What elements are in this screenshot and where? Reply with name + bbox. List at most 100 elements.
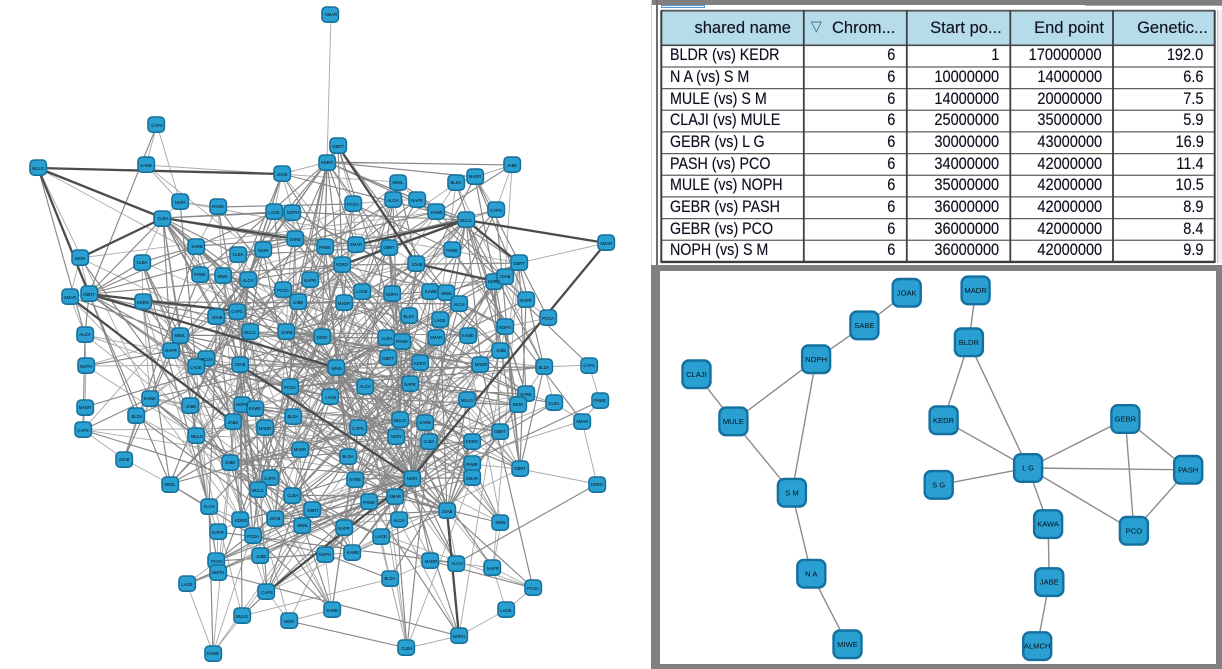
svg-text:PAWE: PAWE [594, 398, 606, 403]
svg-text:JOAB: JOAB [442, 509, 453, 514]
svg-text:KAWE: KAWE [431, 210, 443, 215]
svg-text:LAGE: LAGE [268, 210, 279, 215]
svg-text:PCOA: PCOA [527, 586, 539, 591]
svg-text:SARB: SARB [281, 330, 293, 335]
svg-text:JABE: JABE [293, 300, 304, 305]
svg-text:PASH: PASH [1178, 465, 1198, 474]
svg-text:NOPH: NOPH [453, 634, 465, 639]
svg-text:ALCH: ALCH [79, 332, 90, 337]
svg-text:MULE: MULE [723, 417, 744, 426]
svg-text:NOPH: NOPH [80, 364, 92, 369]
svg-text:SABE: SABE [854, 321, 874, 330]
svg-text:GBRT: GBRT [307, 508, 319, 513]
svg-text:CAPS: CAPS [352, 426, 364, 431]
svg-text:CAPS: CAPS [264, 476, 276, 481]
svg-text:MADR: MADR [964, 286, 987, 295]
svg-text:CLBA: CLBA [288, 493, 299, 498]
svg-text:BLDA: BLDA [451, 180, 462, 185]
svg-text:MADR: MADR [294, 447, 306, 452]
svg-text:CLBA: CLBA [424, 439, 435, 444]
svg-text:JOAB: JOAB [412, 262, 423, 267]
svg-text:CLBA: CLBA [137, 260, 148, 265]
svg-text:SMAR: SMAR [350, 242, 362, 247]
svg-text:MIWL: MIWL [332, 366, 344, 371]
svg-text:KAWA: KAWA [1037, 520, 1060, 529]
svg-text:KAWE: KAWE [347, 550, 359, 555]
svg-text:SARB: SARB [520, 392, 532, 397]
svg-text:CAPS: CAPS [490, 208, 502, 213]
svg-text:KEDR: KEDR [933, 416, 955, 425]
svg-text:SMAR: SMAR [600, 241, 612, 246]
svg-text:PCOA: PCOA [201, 357, 213, 362]
svg-text:SMAR: SMAR [576, 419, 588, 424]
svg-text:JOAB: JOAB [270, 516, 281, 521]
svg-text:S G: S G [932, 481, 945, 490]
svg-text:MULG: MULG [461, 398, 473, 403]
svg-text:MULG: MULG [32, 166, 44, 171]
svg-text:SMAR: SMAR [430, 335, 442, 340]
svg-text:MIWL: MIWL [298, 523, 310, 528]
svg-text:MULG: MULG [252, 488, 264, 493]
svg-text:NAPR: NAPR [411, 198, 423, 203]
svg-text:PCOA: PCOA [247, 534, 259, 539]
svg-text:JABE: JABE [186, 404, 197, 409]
svg-text:PAWE: PAWE [396, 339, 408, 344]
svg-text:LAGE: LAGE [500, 608, 511, 613]
svg-text:BLDR: BLDR [959, 338, 980, 347]
svg-text:CLBA: CLBA [549, 401, 560, 406]
svg-text:GBRT: GBRT [382, 356, 394, 361]
svg-text:NIOR: NIOR [407, 476, 417, 481]
svg-text:NOPH: NOPH [805, 355, 827, 364]
svg-text:KDRO: KDRO [235, 518, 248, 523]
svg-text:CAPS: CAPS [583, 363, 595, 368]
svg-text:CAPS: CAPS [151, 123, 163, 128]
svg-text:NAPR: NAPR [304, 278, 316, 283]
svg-text:SMAR: SMAR [64, 295, 76, 300]
svg-text:NOPH: NOPH [212, 570, 224, 575]
svg-text:JABE: JABE [507, 163, 518, 168]
svg-text:NOPH: NOPH [386, 292, 398, 297]
svg-text:SMAR: SMAR [389, 494, 401, 499]
svg-text:NIOR: NIOR [284, 619, 294, 624]
svg-text:GEBR: GEBR [1115, 415, 1137, 424]
svg-text:PCOA: PCOA [542, 316, 554, 321]
svg-text:NAPR: NAPR [165, 348, 177, 353]
svg-text:MIWE: MIWE [837, 640, 858, 649]
svg-text:GBRT: GBRT [332, 144, 344, 149]
svg-text:PCO: PCO [1126, 526, 1143, 535]
svg-text:MADR: MADR [338, 301, 350, 306]
svg-text:SARB: SARB [191, 244, 203, 249]
svg-text:BLDA: BLDA [343, 454, 354, 459]
svg-text:MULG: MULG [191, 434, 203, 439]
svg-text:ALCH: ALCH [359, 384, 370, 389]
svg-text:JABE: JABE [496, 348, 507, 353]
svg-text:KDRO: KDRO [321, 160, 334, 165]
svg-text:ALCH: ALCH [242, 278, 253, 283]
svg-text:GBRT: GBRT [514, 466, 526, 471]
svg-text:JABE: JABE [228, 420, 239, 425]
svg-text:JABE: JABE [256, 554, 267, 559]
svg-text:NOPH: NOPH [236, 402, 248, 407]
svg-text:ALCH: ALCH [203, 504, 214, 509]
svg-text:LAGE: LAGE [181, 582, 192, 587]
svg-text:PAWE: PAWE [446, 248, 458, 253]
svg-text:NOPH: NOPH [319, 552, 331, 557]
svg-text:LAGE: LAGE [356, 289, 367, 294]
svg-text:ALCH: ALCH [393, 518, 404, 523]
svg-text:JABE: JABE [225, 460, 236, 465]
svg-text:JABE: JABE [1040, 578, 1059, 587]
svg-text:SARB: SARB [140, 163, 152, 168]
svg-text:NAPR: NAPR [212, 530, 224, 535]
svg-text:JOAB: JOAB [500, 274, 511, 279]
svg-text:S M: S M [785, 488, 799, 497]
svg-text:SARB: SARB [326, 608, 338, 613]
svg-text:PAWE: PAWE [466, 462, 478, 467]
svg-text:NAPR: NAPR [404, 382, 416, 387]
svg-text:KAWE: KAWE [144, 396, 156, 401]
svg-text:NOPH: NOPH [499, 325, 511, 330]
svg-text:MULG: MULG [236, 614, 248, 619]
svg-text:JOAB: JOAB [277, 172, 288, 177]
svg-text:SARB: SARB [349, 477, 361, 482]
svg-text:L G: L G [1022, 464, 1034, 473]
svg-text:KDRO: KDRO [336, 262, 349, 267]
